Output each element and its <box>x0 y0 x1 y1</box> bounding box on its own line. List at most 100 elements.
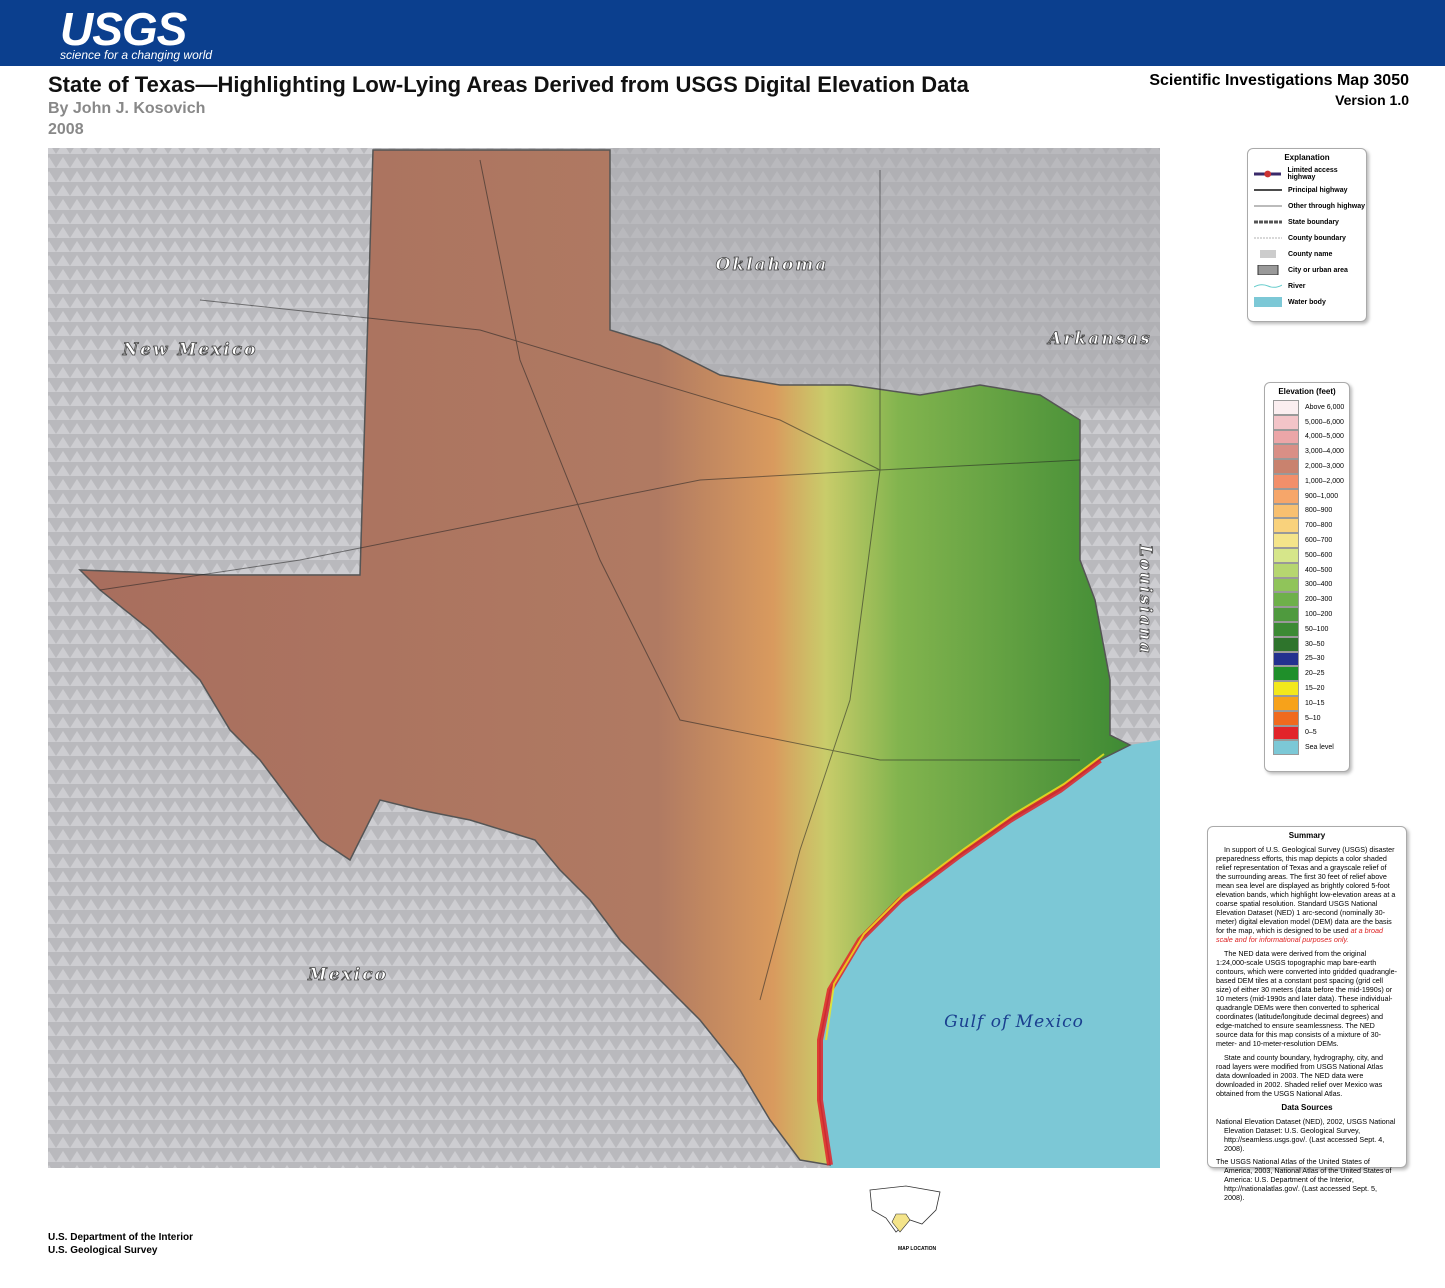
explanation-symbol <box>1254 170 1282 178</box>
summary-paragraph: The NED data were derived from the origi… <box>1216 949 1397 1048</box>
elevation-band: 30–50 <box>1265 636 1349 652</box>
region-label: Arkansas <box>1046 329 1151 349</box>
explanation-symbol <box>1254 205 1282 207</box>
texas-location <box>891 1213 911 1233</box>
elevation-swatch <box>1273 503 1299 519</box>
low-lying-coast <box>817 757 1102 1166</box>
elevation-band: 500–600 <box>1265 547 1349 563</box>
region-label: New Mexico <box>122 340 258 360</box>
low-lying-coast-band <box>825 753 1105 1041</box>
elevation-band: 4,000–5,000 <box>1265 429 1349 445</box>
explanation-symbol <box>1254 297 1282 307</box>
elevation-label: 5–10 <box>1305 714 1321 722</box>
explanation-row: Other through highway <box>1248 198 1366 214</box>
explanation: Explanation Limited access highway Princi… <box>1247 148 1367 322</box>
explanation-items: Limited access highway Principal highway O… <box>1248 166 1366 310</box>
elevation-band: 400–500 <box>1265 562 1349 578</box>
tagline: science for a changing world <box>60 48 213 62</box>
elevation-label: 4,000–5,000 <box>1305 433 1344 441</box>
elevation-swatch <box>1273 414 1299 430</box>
banner <box>0 0 1445 66</box>
elevation-swatch <box>1273 621 1299 637</box>
elevation-swatch <box>1273 592 1299 608</box>
elevation-band: 10–15 <box>1265 695 1349 711</box>
elevation-label: 700–800 <box>1305 522 1333 530</box>
explanation-row: Principal highway <box>1248 182 1366 198</box>
region-label: Gulf of Mexico <box>944 1012 1084 1032</box>
explanation-symbol <box>1254 237 1282 239</box>
elevation-band: 5–10 <box>1265 710 1349 726</box>
elevation-label: 2,000–3,000 <box>1305 463 1344 471</box>
title: State of Texas—Highlighting Low-Lying Ar… <box>48 72 969 97</box>
elevation-swatch <box>1273 681 1299 696</box>
elevation-band: 800–900 <box>1265 503 1349 519</box>
summary-paragraph: In support of U.S. Geological Survey (US… <box>1216 845 1398 944</box>
explanation-row: County boundary <box>1248 230 1366 246</box>
elevation-swatch <box>1273 562 1299 578</box>
gulf <box>820 740 1160 1168</box>
elevation-label: 900–1,000 <box>1305 492 1339 500</box>
elevation-band: 300–400 <box>1265 577 1349 593</box>
explanation-label: County boundary <box>1288 234 1346 242</box>
elevation-label: 1,000–2,000 <box>1305 477 1344 485</box>
elevation-band: 3,000–4,000 <box>1265 444 1349 460</box>
explanation-label: County name <box>1288 250 1333 258</box>
elevation-band: 0–5 <box>1265 725 1349 741</box>
elevation-swatch <box>1273 488 1299 504</box>
explanation-row: River <box>1248 278 1366 294</box>
elevation-label: 300–400 <box>1305 581 1333 589</box>
elevation-band: 20–25 <box>1265 666 1349 682</box>
map: New Mexico Oklahoma Arkansas Louisiana M… <box>48 148 1160 1168</box>
elevation-swatch <box>1273 547 1299 563</box>
year: 2008 <box>48 121 84 138</box>
elevation-label: 20–25 <box>1305 670 1325 678</box>
elevation-label: 0–5 <box>1305 729 1317 737</box>
elevation-label: 10–15 <box>1305 699 1325 707</box>
elevation-title: Elevation (feet) <box>1278 387 1336 396</box>
data-sources-title: Data Sources <box>1281 1103 1333 1112</box>
highways <box>99 159 1081 1001</box>
explanation-label: Principal highway <box>1288 186 1348 194</box>
elevation-swatch <box>1273 710 1299 726</box>
elevation-label: 25–30 <box>1305 655 1325 663</box>
elevation-swatch <box>1273 473 1299 489</box>
elevation-label: 15–20 <box>1305 685 1325 693</box>
department: U.S. Department of the Interior <box>48 1232 194 1243</box>
explanation-row: Limited access highway <box>1248 166 1366 182</box>
elevation-band: 5,000–6,000 <box>1265 414 1349 430</box>
elevation-band: 50–100 <box>1265 621 1349 637</box>
elevation-legend: Elevation (feet) Above 6,000 5,000–6,000 4… <box>1264 382 1350 772</box>
logo[interactable]: USGS <box>60 3 187 55</box>
explanation-label: State boundary <box>1288 218 1339 226</box>
explanation-label: Water body <box>1288 298 1326 306</box>
elevation-swatch <box>1273 695 1299 711</box>
elevation-band: 900–1,000 <box>1265 488 1349 504</box>
elevation-band: 15–20 <box>1265 681 1349 696</box>
summary: Summary In support of U.S. Geological Su… <box>1207 826 1407 1202</box>
data-source: The USGS National Atlas of the United St… <box>1216 1157 1392 1202</box>
region-label: Mexico <box>307 965 388 985</box>
elevation-label: 30–50 <box>1305 640 1325 648</box>
summary-emphasis: at a broad scale and for informational p… <box>1216 926 1384 944</box>
elevation-label: 200–300 <box>1305 596 1333 604</box>
elevation-swatch <box>1273 607 1299 622</box>
elevation-band: 2,000–3,000 <box>1265 459 1349 474</box>
explanation-row: County name <box>1248 246 1366 262</box>
region-label: Oklahoma <box>716 255 829 275</box>
summary-title: Summary <box>1288 831 1326 840</box>
elevation-bands: Above 6,000 5,000–6,000 4,000–5,000 3,000–4… <box>1265 400 1349 756</box>
elevation-swatch <box>1273 577 1299 593</box>
elevation-swatch <box>1273 725 1299 741</box>
elevation-label: 5,000–6,000 <box>1305 418 1344 426</box>
data-source: National Elevation Dataset (NED), 2002, … <box>1216 1117 1396 1153</box>
location-inset <box>869 1185 941 1233</box>
explanation-title: Explanation <box>1284 153 1330 162</box>
explanation-symbol <box>1260 250 1276 258</box>
elevation-band: 25–30 <box>1265 651 1349 667</box>
elevation-band: 1,000–2,000 <box>1265 473 1349 489</box>
elevation-swatch <box>1273 459 1299 474</box>
explanation-label: Limited access highway <box>1287 167 1338 181</box>
version: Version 1.0 <box>1335 92 1409 108</box>
elevation-swatch <box>1273 429 1299 445</box>
